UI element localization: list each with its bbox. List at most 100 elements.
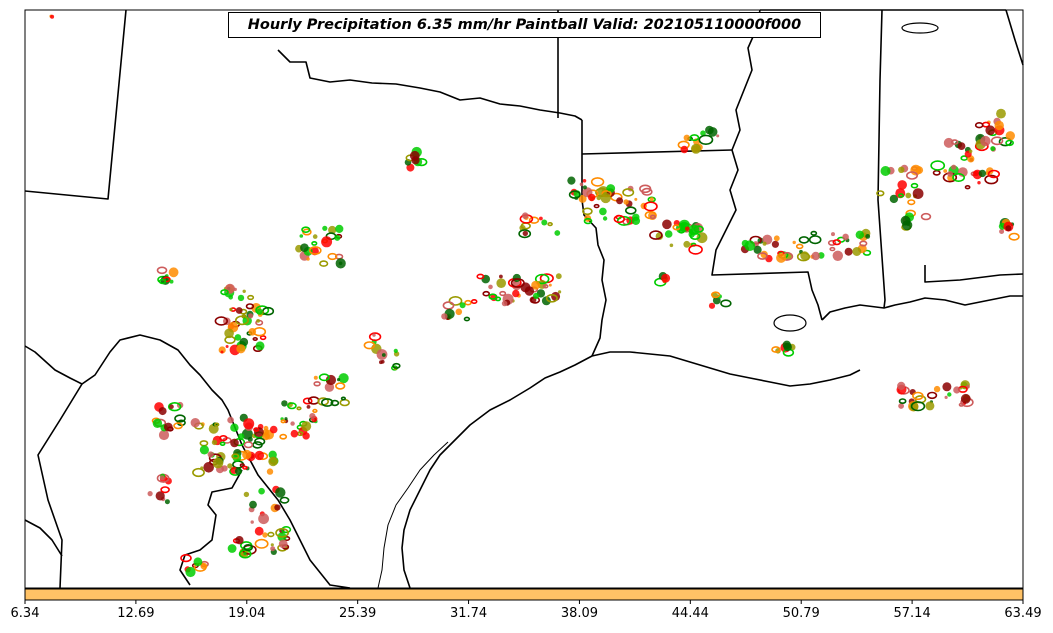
precip-paintball <box>889 194 899 204</box>
precip-paintball <box>953 386 961 394</box>
precip-paintball <box>242 465 248 470</box>
precip-paintball <box>548 283 552 287</box>
colorbar-tick-label: 57.14 <box>893 606 931 621</box>
precip-paintball <box>152 418 163 428</box>
precip-paintball <box>499 290 507 297</box>
precip-paintball <box>219 441 226 446</box>
precip-paintball <box>624 206 637 215</box>
precip-paintball <box>978 169 987 178</box>
precip-paintball <box>192 467 205 478</box>
precip-paintball <box>239 337 249 347</box>
precip-paintball <box>567 176 576 185</box>
precip-paintball <box>239 463 245 468</box>
precip-paintball <box>199 445 209 455</box>
precip-paintball <box>753 245 762 254</box>
precip-paintball <box>258 487 265 495</box>
precip-paintball <box>321 398 334 407</box>
precip-paintball <box>811 251 820 261</box>
precip-paintball <box>306 257 310 261</box>
precip-paintball <box>685 226 690 232</box>
precip-paintball <box>250 520 254 524</box>
precip-paintball <box>313 381 321 387</box>
precip-paintball <box>296 406 302 411</box>
precip-paintball <box>905 192 912 199</box>
precip-paintball <box>256 319 260 323</box>
precip-paintball <box>712 296 721 305</box>
precip-paintball <box>596 195 602 201</box>
precip-paintball <box>267 531 275 538</box>
precip-paintball <box>254 538 269 549</box>
precip-paintball <box>829 246 836 252</box>
precip-paintball <box>442 301 455 310</box>
precip-paintball <box>974 121 984 129</box>
precip-paintball <box>996 108 1006 119</box>
precip-paintball <box>190 418 200 428</box>
precip-paintball <box>328 225 337 235</box>
precip-paintball <box>302 397 313 405</box>
colorbar-tick-label: 31.74 <box>449 606 488 621</box>
map-title: Hourly Precipitation 6.35 mm/hr Paintbal… <box>228 12 821 38</box>
precip-paintball <box>496 278 507 289</box>
precip-paintball <box>243 418 255 430</box>
precip-paintball <box>50 14 55 19</box>
precip-paintball <box>488 293 498 300</box>
precip-paintball <box>649 230 663 240</box>
precip-paintball <box>865 234 871 239</box>
precip-paintball <box>632 213 640 221</box>
ms-al-border <box>877 9 886 309</box>
precip-paintball <box>254 450 265 461</box>
colorbar-tick-label: 38.09 <box>560 606 599 621</box>
precip-paintball <box>994 120 1004 131</box>
precip-paintball <box>880 166 891 176</box>
mexico-border-3 <box>179 469 243 586</box>
precip-paintball <box>990 146 996 152</box>
precip-paintball <box>547 222 553 227</box>
precip-paintball <box>327 252 338 261</box>
map-frame <box>24 9 1024 589</box>
precip-paintball <box>279 496 290 504</box>
precip-paintball <box>258 513 269 525</box>
precip-paintball <box>898 398 907 404</box>
precip-paintball <box>900 215 911 226</box>
precip-paintball <box>207 451 214 458</box>
precip-paintball <box>164 499 170 505</box>
precip-paintball <box>338 261 343 266</box>
precip-paintball <box>910 164 922 176</box>
precip-paintball <box>220 350 224 354</box>
precip-paintball <box>308 246 322 255</box>
precip-paintball <box>683 240 691 248</box>
precip-paintball <box>284 417 288 421</box>
precip-paintball <box>558 290 562 294</box>
precip-paintball <box>776 252 787 263</box>
precip-paintball <box>910 401 926 412</box>
gulf-coast-east <box>821 295 1023 321</box>
precip-paintball <box>174 414 186 423</box>
precip-paintball <box>259 335 267 341</box>
precip-paintball <box>229 307 233 312</box>
precip-paintball <box>925 401 935 411</box>
precip-paintball <box>363 341 376 350</box>
precip-paintball <box>268 450 277 459</box>
colorbar-tick-label: 44.44 <box>671 606 709 621</box>
precip-paintball <box>810 230 818 236</box>
precip-paintball <box>691 143 701 154</box>
precip-paintball <box>380 359 385 364</box>
precip-paintball <box>236 344 246 354</box>
precip-paintball <box>798 236 810 244</box>
mississippi-river <box>711 9 823 321</box>
precip-paintball <box>583 217 593 225</box>
precip-paintball <box>649 197 654 202</box>
colorbar-tick-label: 50.79 <box>782 606 820 621</box>
precip-paintball <box>518 229 532 239</box>
precip-paintball <box>243 491 250 498</box>
precip-paintball <box>220 289 229 296</box>
precip-paintball <box>649 214 657 220</box>
precip-paintball <box>173 422 183 430</box>
precip-paintball <box>301 226 311 233</box>
precip-paintball <box>249 500 257 509</box>
precip-paintball <box>278 539 288 549</box>
precip-paintball <box>710 291 721 299</box>
precip-paintball <box>897 381 906 390</box>
precip-paintball <box>716 134 720 138</box>
